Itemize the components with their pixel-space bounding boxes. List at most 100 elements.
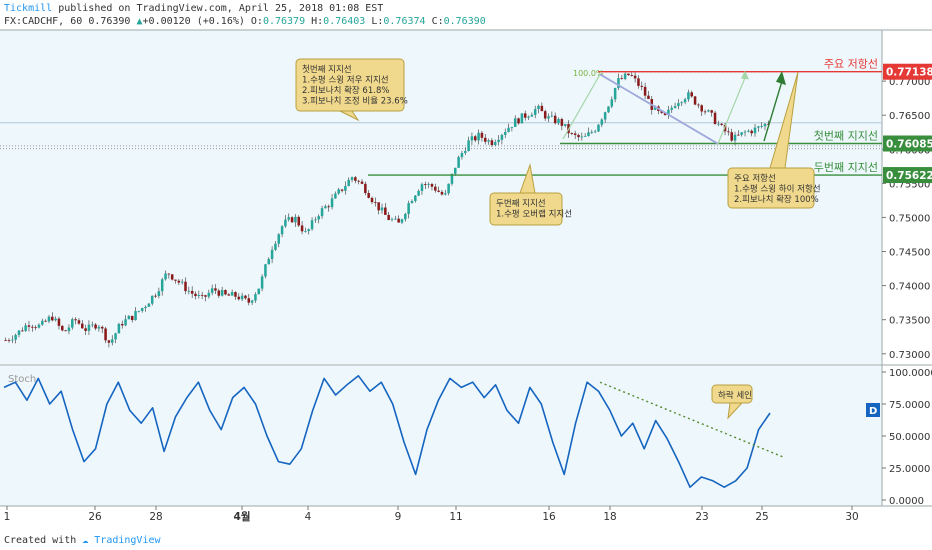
candle-body: [590, 131, 594, 133]
candle-body: [200, 294, 204, 296]
candle-body: [117, 323, 121, 334]
candle-body: [500, 134, 504, 140]
candle-body: [41, 320, 44, 325]
candle-body: [114, 333, 117, 340]
high-value: 0.76403: [323, 16, 366, 27]
candle-body: [14, 334, 17, 340]
candle-body: [37, 324, 41, 328]
candle-body: [334, 193, 337, 199]
candle-body: [523, 113, 527, 118]
candle-body: [743, 131, 747, 133]
pattern-projection: [717, 77, 746, 145]
candle-body: [427, 184, 430, 185]
candle-body: [4, 340, 7, 341]
y-tick-label: 0.76500: [889, 111, 930, 122]
candle-body: [264, 264, 267, 277]
candle-body: [553, 115, 557, 124]
x-tick-label: 11: [449, 511, 462, 523]
candle-body: [587, 132, 590, 137]
candle-body: [24, 325, 27, 331]
candle-body: [317, 216, 320, 220]
candle-body: [414, 195, 417, 202]
candle-body: [540, 105, 544, 112]
candle-body: [227, 294, 231, 296]
candle-body: [630, 75, 634, 76]
candle-body: [703, 111, 707, 113]
candle-body: [593, 131, 597, 133]
candle-body: [380, 207, 384, 211]
y-tick-label: 0.74000: [889, 282, 930, 293]
stoch-trendline: [599, 381, 786, 459]
callout-text: 첫번째 지지선: [302, 65, 352, 75]
candle-body: [320, 208, 324, 217]
candle-body: [137, 310, 141, 312]
candle-body: [440, 191, 444, 195]
candle-body: [167, 273, 171, 275]
stoch-legend-badge: [866, 403, 880, 417]
candle-body: [464, 151, 467, 154]
candle-body: [550, 115, 554, 117]
candle-body: [713, 112, 717, 125]
candle-body: [410, 201, 414, 204]
candle-body: [54, 318, 57, 321]
callout-box: [489, 192, 563, 226]
candle-body: [217, 290, 221, 296]
candle-body: [404, 213, 407, 220]
candle-body: [7, 340, 11, 342]
candle-body: [304, 231, 307, 232]
candle-body: [84, 328, 87, 331]
candle-body: [617, 78, 620, 89]
candle-body: [87, 324, 91, 331]
candle-body: [284, 219, 287, 227]
candle-body: [384, 207, 387, 215]
y-tick-label: 0.73000: [889, 350, 930, 361]
candle-body: [397, 218, 400, 223]
candle-body: [670, 107, 674, 110]
candle-body: [707, 110, 710, 112]
pattern-leg-up: [562, 74, 601, 140]
tradingview-brand[interactable]: TradingView: [94, 535, 161, 546]
x-tick-label: 30: [845, 511, 858, 523]
candle-body: [407, 203, 410, 214]
candle-body: [717, 123, 720, 125]
candle-body: [310, 220, 314, 230]
candle-body: [150, 295, 154, 304]
candle-body: [454, 167, 457, 174]
candle-body: [667, 109, 670, 116]
candle-body: [753, 127, 757, 134]
candle-body: [710, 110, 713, 113]
candle-body: [477, 132, 480, 141]
y-tick-label: 0.73500: [889, 316, 930, 327]
candle-body: [74, 319, 77, 321]
candle-body: [237, 296, 241, 300]
candle-body: [130, 315, 134, 321]
stoch-legend-badge-text: D: [869, 406, 877, 417]
callout-bearish-divergence: 하락 세인: [711, 384, 753, 420]
candle-body: [274, 243, 277, 250]
candle-body: [360, 181, 364, 184]
candle-body: [424, 184, 427, 185]
candle-body: [447, 183, 450, 194]
candle-body: [653, 106, 657, 110]
candle-body: [763, 123, 767, 127]
candle-body: [747, 130, 750, 132]
candle-body: [760, 126, 763, 127]
candle-body: [267, 259, 271, 265]
author-link[interactable]: Tickmill: [4, 3, 53, 14]
candle-body: [457, 157, 460, 168]
candle-body: [737, 134, 740, 136]
last-price: 0.76390: [88, 16, 131, 27]
callout-text: 2.피보나치 확장 61.8%: [302, 85, 389, 96]
x-tick-label: 4월: [234, 510, 251, 523]
candle-body: [637, 78, 640, 86]
level-label: 두번째 지지선: [814, 161, 878, 174]
candle-body: [144, 306, 147, 309]
candle-body: [327, 206, 330, 208]
candle-body: [294, 216, 297, 223]
candle-body: [750, 130, 753, 134]
candle-body: [230, 292, 234, 296]
low-value: 0.76374: [383, 16, 426, 27]
stoch-tick-label: 25.0000: [889, 464, 930, 475]
